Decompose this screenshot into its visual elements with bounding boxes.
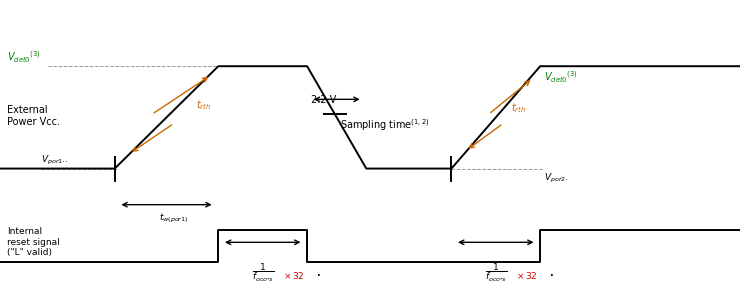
Text: $\mathbf{\cdot}$: $\mathbf{\cdot}$ bbox=[549, 268, 554, 278]
Text: 2.2 V: 2.2 V bbox=[311, 95, 336, 105]
Text: $\mathit{V}$$_{\mathit{por2}}$.: $\mathit{V}$$_{\mathit{por2}}$. bbox=[544, 172, 569, 185]
Text: $\mathbf{\cdot}$: $\mathbf{\cdot}$ bbox=[316, 268, 320, 278]
Text: $\dfrac{1}{f_{oco \mathbf{\cdot} s}}$: $\dfrac{1}{f_{oco \mathbf{\cdot} s}}$ bbox=[485, 262, 507, 284]
Text: $\mathit{t}$$_{\mathit{rth}}$: $\mathit{t}$$_{\mathit{rth}}$ bbox=[511, 101, 526, 115]
Text: External
Power Vcc.: External Power Vcc. bbox=[7, 105, 61, 127]
Text: Internal
reset signal
("L" valid): Internal reset signal ("L" valid) bbox=[7, 227, 60, 257]
Text: $t_{w(por1)}$: $t_{w(por1)}$ bbox=[159, 212, 189, 225]
Text: $\mathit{t}$$_{\mathit{rth}}$: $\mathit{t}$$_{\mathit{rth}}$ bbox=[196, 98, 212, 112]
Text: Sampling time$^{(1, 2)}$: Sampling time$^{(1, 2)}$ bbox=[340, 117, 430, 133]
Text: $\mathit{V}$$_{\mathit{por1}}$..: $\mathit{V}$$_{\mathit{por1}}$.. bbox=[41, 154, 68, 167]
Text: $\mathit{V}$$_{\mathit{det0}}$$^{(3)}$: $\mathit{V}$$_{\mathit{det0}}$$^{(3)}$ bbox=[544, 69, 578, 85]
Text: $\times\,$32: $\times\,$32 bbox=[283, 269, 304, 281]
Text: $\dfrac{1}{f_{oco \mathbf{\cdot} s}}$: $\dfrac{1}{f_{oco \mathbf{\cdot} s}}$ bbox=[252, 262, 274, 284]
Text: $\mathit{V}$$_{\mathit{det0}}$$^{(3)}$: $\mathit{V}$$_{\mathit{det0}}$$^{(3)}$ bbox=[7, 49, 41, 65]
Text: $\times\,$32: $\times\,$32 bbox=[516, 269, 537, 281]
